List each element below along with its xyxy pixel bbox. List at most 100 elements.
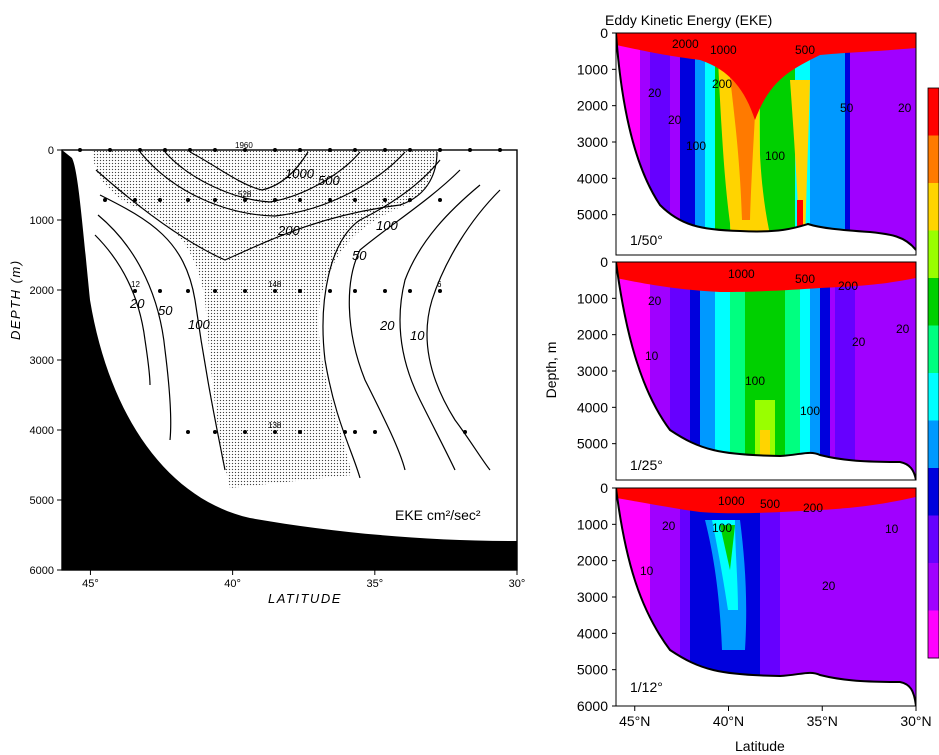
obs-point-value: 528 bbox=[238, 190, 252, 199]
colorbar-segment bbox=[928, 468, 939, 516]
model-contour-label: 100 bbox=[745, 374, 765, 388]
model-y-tick-label: 1000 bbox=[577, 61, 608, 77]
obs-x-tick-label: 45° bbox=[82, 578, 99, 590]
model-y-tick-label: 3000 bbox=[577, 134, 608, 150]
panel-label: 1/25° bbox=[630, 457, 663, 473]
obs-x-axis-label: LATITUDE bbox=[268, 591, 342, 606]
panel-label: 1/12° bbox=[630, 679, 663, 695]
obs-y-tick-label: 5000 bbox=[30, 495, 54, 507]
colorbar-segment bbox=[928, 373, 939, 421]
eke-fill-surface bbox=[616, 262, 916, 292]
model-y-axis-label: Depth, m bbox=[543, 342, 559, 399]
colorbar-segment bbox=[928, 610, 939, 659]
model-contour-label: 500 bbox=[760, 497, 780, 511]
colorbar-segment bbox=[928, 420, 939, 469]
model-contour-label: 10 bbox=[885, 522, 899, 536]
obs-y-tick-label: 4000 bbox=[30, 425, 54, 437]
obs-bathymetry bbox=[62, 150, 517, 570]
model-seafloor-line bbox=[616, 262, 916, 480]
obs-y-tick-label: 0 bbox=[48, 145, 54, 157]
obs-contour-label: 50 bbox=[158, 303, 173, 318]
model-x-tick-label: 40°N bbox=[713, 713, 744, 729]
obs-axis: 45° 40° 35° 30° 0 1000 2000 3000 4000 5000 6000 bbox=[30, 145, 526, 590]
model-contour-label: 20 bbox=[822, 579, 836, 593]
model-seafloor-line bbox=[616, 488, 916, 706]
model-y-tick-label: 5000 bbox=[577, 662, 608, 678]
obs-point-value: 1960 bbox=[235, 141, 253, 150]
eke-fill-band bbox=[835, 262, 855, 480]
obs-x-tick-label: 40° bbox=[224, 578, 241, 590]
model-y-tick-label: 6000 bbox=[577, 698, 608, 714]
obs-panel: 45° 40° 35° 30° 0 1000 2000 3000 4000 5000 6000 10… bbox=[8, 141, 525, 606]
eke-fill-core bbox=[790, 80, 810, 250]
model-contour-label: 20 bbox=[648, 86, 662, 100]
model-axis: 0100020003000400050000100020003000400050… bbox=[577, 25, 932, 729]
model-contour-label: 10 bbox=[645, 349, 659, 363]
model-contour-label: 500 bbox=[795, 272, 815, 286]
model-bathymetry bbox=[616, 33, 916, 255]
model-x-tick-label: 30°N bbox=[900, 713, 931, 729]
model-contour-label: 200 bbox=[803, 501, 823, 515]
model-x-axis-label: Latitude bbox=[735, 738, 785, 754]
eke-fill-band bbox=[760, 488, 916, 706]
obs-point-value: 148 bbox=[268, 280, 282, 289]
model-contour-label: 50 bbox=[840, 101, 854, 115]
colorbar-frame bbox=[927, 87, 939, 659]
panel-label: 1/50° bbox=[630, 232, 663, 248]
model-contour-label: 20 bbox=[898, 101, 912, 115]
model-panel: Eddy Kinetic Energy (EKE) bbox=[543, 12, 939, 754]
obs-annotation: EKE cm²/sec² bbox=[395, 507, 481, 523]
model-contour-label: 100 bbox=[686, 139, 706, 153]
model-seafloor-line bbox=[616, 33, 916, 251]
obs-contours bbox=[94, 151, 501, 479]
obs-y-tick-label: 6000 bbox=[30, 565, 54, 577]
obs-point-value: 138 bbox=[268, 421, 282, 430]
obs-contour-label: 20 bbox=[379, 318, 395, 333]
obs-contour-label: 50 bbox=[352, 248, 367, 263]
subplot-frame bbox=[615, 32, 917, 256]
model-y-tick-label: 2000 bbox=[577, 327, 608, 343]
obs-y-tick-label: 2000 bbox=[30, 285, 54, 297]
obs-y-tick-label: 3000 bbox=[30, 355, 54, 367]
model-contour-label: 10 bbox=[640, 564, 654, 578]
model-y-tick-label: 4000 bbox=[577, 625, 608, 641]
eke-fill-core bbox=[760, 430, 770, 460]
obs-x-tick-label: 30° bbox=[509, 578, 526, 590]
model-x-tick-label: 45°N bbox=[619, 713, 650, 729]
model-y-tick-label: 1000 bbox=[577, 516, 608, 532]
obs-contour-label: 1000 bbox=[285, 166, 315, 181]
colorbar-segment bbox=[928, 515, 939, 564]
obs-x-tick-label: 35° bbox=[366, 578, 383, 590]
eke-fill-core bbox=[720, 525, 735, 570]
model-y-tick-label: 5000 bbox=[577, 207, 608, 223]
model-bathymetry bbox=[616, 488, 916, 706]
model-x-tick-label: 35°N bbox=[807, 713, 838, 729]
model-subplot-1-25: 1/25° 1000 500 200 100 100 20 20 20 10 bbox=[615, 261, 917, 481]
obs-contour-label: 100 bbox=[188, 317, 210, 332]
obs-y-axis-label: DEPTH (m) bbox=[8, 259, 23, 340]
colorbar-segment bbox=[928, 563, 939, 611]
colorbar-segment bbox=[928, 183, 939, 231]
colorbar bbox=[927, 87, 939, 659]
colorbar-segment bbox=[928, 135, 939, 184]
model-y-tick-label: 0 bbox=[600, 25, 608, 41]
model-contour-label: 20 bbox=[852, 335, 866, 349]
obs-point-value: 6 bbox=[437, 280, 442, 289]
model-y-tick-label: 0 bbox=[600, 254, 608, 270]
model-contour-label: 20 bbox=[896, 322, 910, 336]
model-contour-label: 200 bbox=[838, 279, 858, 293]
model-subplot-1-50: 1/50° 2000 1000 500 200 100 100 50 20 20… bbox=[615, 32, 917, 256]
obs-contour-label: 100 bbox=[376, 218, 398, 233]
obs-contour-label: 10 bbox=[410, 328, 425, 343]
model-contour-label: 100 bbox=[765, 149, 785, 163]
model-contour-label: 500 bbox=[795, 43, 815, 57]
colorbar-segment bbox=[928, 88, 939, 136]
model-contour-label: 20 bbox=[668, 113, 682, 127]
model-contour-label: 2000 bbox=[672, 37, 699, 51]
model-contour-label: 200 bbox=[712, 77, 732, 91]
model-y-tick-label: 0 bbox=[600, 480, 608, 496]
obs-y-tick-label: 1000 bbox=[30, 215, 54, 227]
obs-contour-label: 500 bbox=[318, 173, 340, 188]
model-contour-label: 20 bbox=[648, 294, 662, 308]
